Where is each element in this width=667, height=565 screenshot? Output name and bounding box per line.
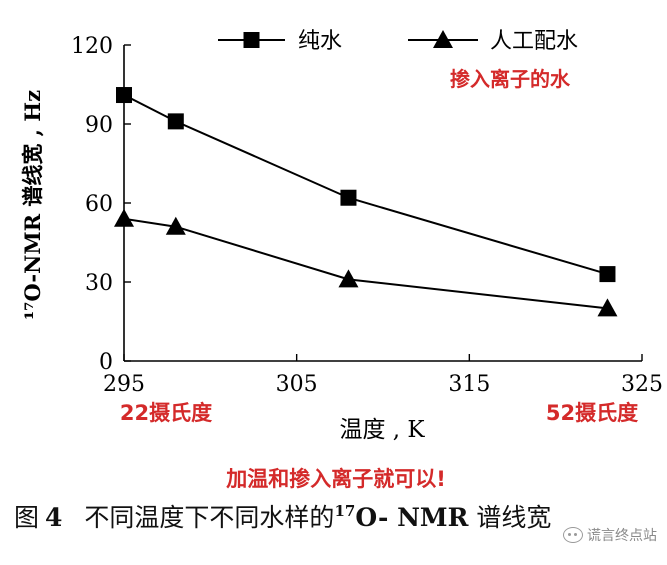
x-tick-label: 295	[103, 372, 145, 397]
y-tick-label: 60	[85, 192, 113, 217]
series-line	[123, 217, 608, 310]
watermark-text: 谎言终点站	[587, 528, 657, 544]
legend-entry-label: 人工配水	[490, 29, 578, 54]
x-right-note-text: 52摄氏度	[546, 401, 638, 425]
caption-text-end: 谱线宽	[468, 503, 552, 532]
figure-caption: 图 4 不同温度下不同水样的17O- NMR 谱线宽	[14, 498, 654, 534]
wechat-icon	[563, 527, 583, 543]
y-axis-label: ¹⁷O-NMR 谱线宽 , Hz	[20, 90, 45, 320]
x-tick-label: 315	[448, 372, 490, 397]
watermark: 谎言终点站	[563, 525, 657, 545]
x-tick-label: 325	[621, 372, 663, 397]
series-2	[114, 208, 618, 317]
caption-fig-number: 4	[45, 503, 63, 532]
y-tick-label: 90	[85, 113, 113, 138]
caption-text-after: O- NMR	[355, 503, 469, 532]
x-left-note-text: 22摄氏度	[120, 401, 212, 425]
data-point-triangle	[114, 208, 134, 227]
caption-superscript: 17	[334, 502, 356, 520]
x-axis-label: 温度 , K	[339, 417, 425, 443]
caption-fig-label: 图	[14, 503, 40, 532]
y-tick-label: 30	[85, 271, 113, 296]
legend-marker-square	[243, 32, 260, 48]
caption-text-before: 不同温度下不同水样的	[84, 503, 335, 532]
legend-entry-label: 纯水	[298, 29, 342, 54]
legend-note-text: 掺入离子的水	[450, 67, 571, 91]
series-1	[116, 87, 616, 283]
data-point-square	[340, 189, 357, 206]
data-point-square	[599, 266, 616, 283]
y-tick-label: 120	[71, 34, 113, 59]
y-tick-label: 0	[99, 350, 113, 375]
data-point-triangle	[165, 216, 186, 235]
x-tick-label: 305	[276, 372, 318, 397]
series-line	[123, 94, 608, 276]
plot-area	[123, 45, 642, 362]
legend-marker-triangle	[433, 30, 453, 48]
line-chart: 295 305 315 325 0 30 60 90 120 纯水 人工配水 ¹⁷O-NMR 谱线…	[20, 29, 663, 491]
data-point-triangle	[597, 298, 618, 317]
data-point-square	[167, 113, 184, 130]
bottom-note-text: 加温和掺入离子就可以!	[225, 467, 446, 491]
data-point-triangle	[338, 269, 359, 288]
data-point-square	[116, 87, 132, 104]
